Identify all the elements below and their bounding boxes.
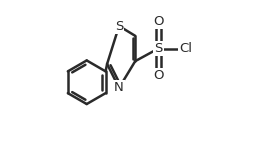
Text: N: N bbox=[114, 81, 124, 94]
Text: O: O bbox=[153, 15, 164, 28]
Text: S: S bbox=[115, 19, 123, 33]
Text: S: S bbox=[154, 42, 163, 55]
Text: O: O bbox=[153, 69, 164, 82]
Text: Cl: Cl bbox=[179, 42, 193, 55]
